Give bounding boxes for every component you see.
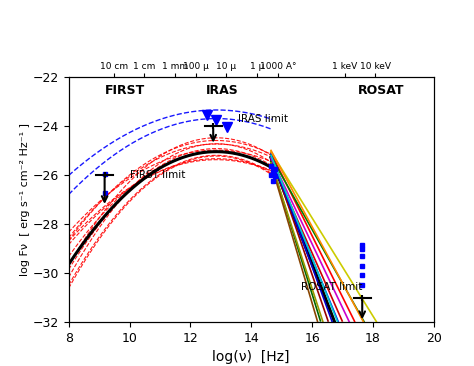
- Text: FIRST limit: FIRST limit: [129, 170, 185, 180]
- Text: FIRST: FIRST: [105, 84, 146, 97]
- Text: ROSAT limit: ROSAT limit: [301, 281, 363, 292]
- X-axis label: log(ν)  [Hz]: log(ν) [Hz]: [212, 350, 290, 365]
- Text: IRAS: IRAS: [206, 84, 238, 97]
- Y-axis label: log Fν  [ erg s⁻¹ cm⁻² Hz⁻¹ ]: log Fν [ erg s⁻¹ cm⁻² Hz⁻¹ ]: [20, 123, 30, 276]
- Text: IRAS limit: IRAS limit: [237, 113, 288, 124]
- Text: ROSAT: ROSAT: [358, 84, 404, 97]
